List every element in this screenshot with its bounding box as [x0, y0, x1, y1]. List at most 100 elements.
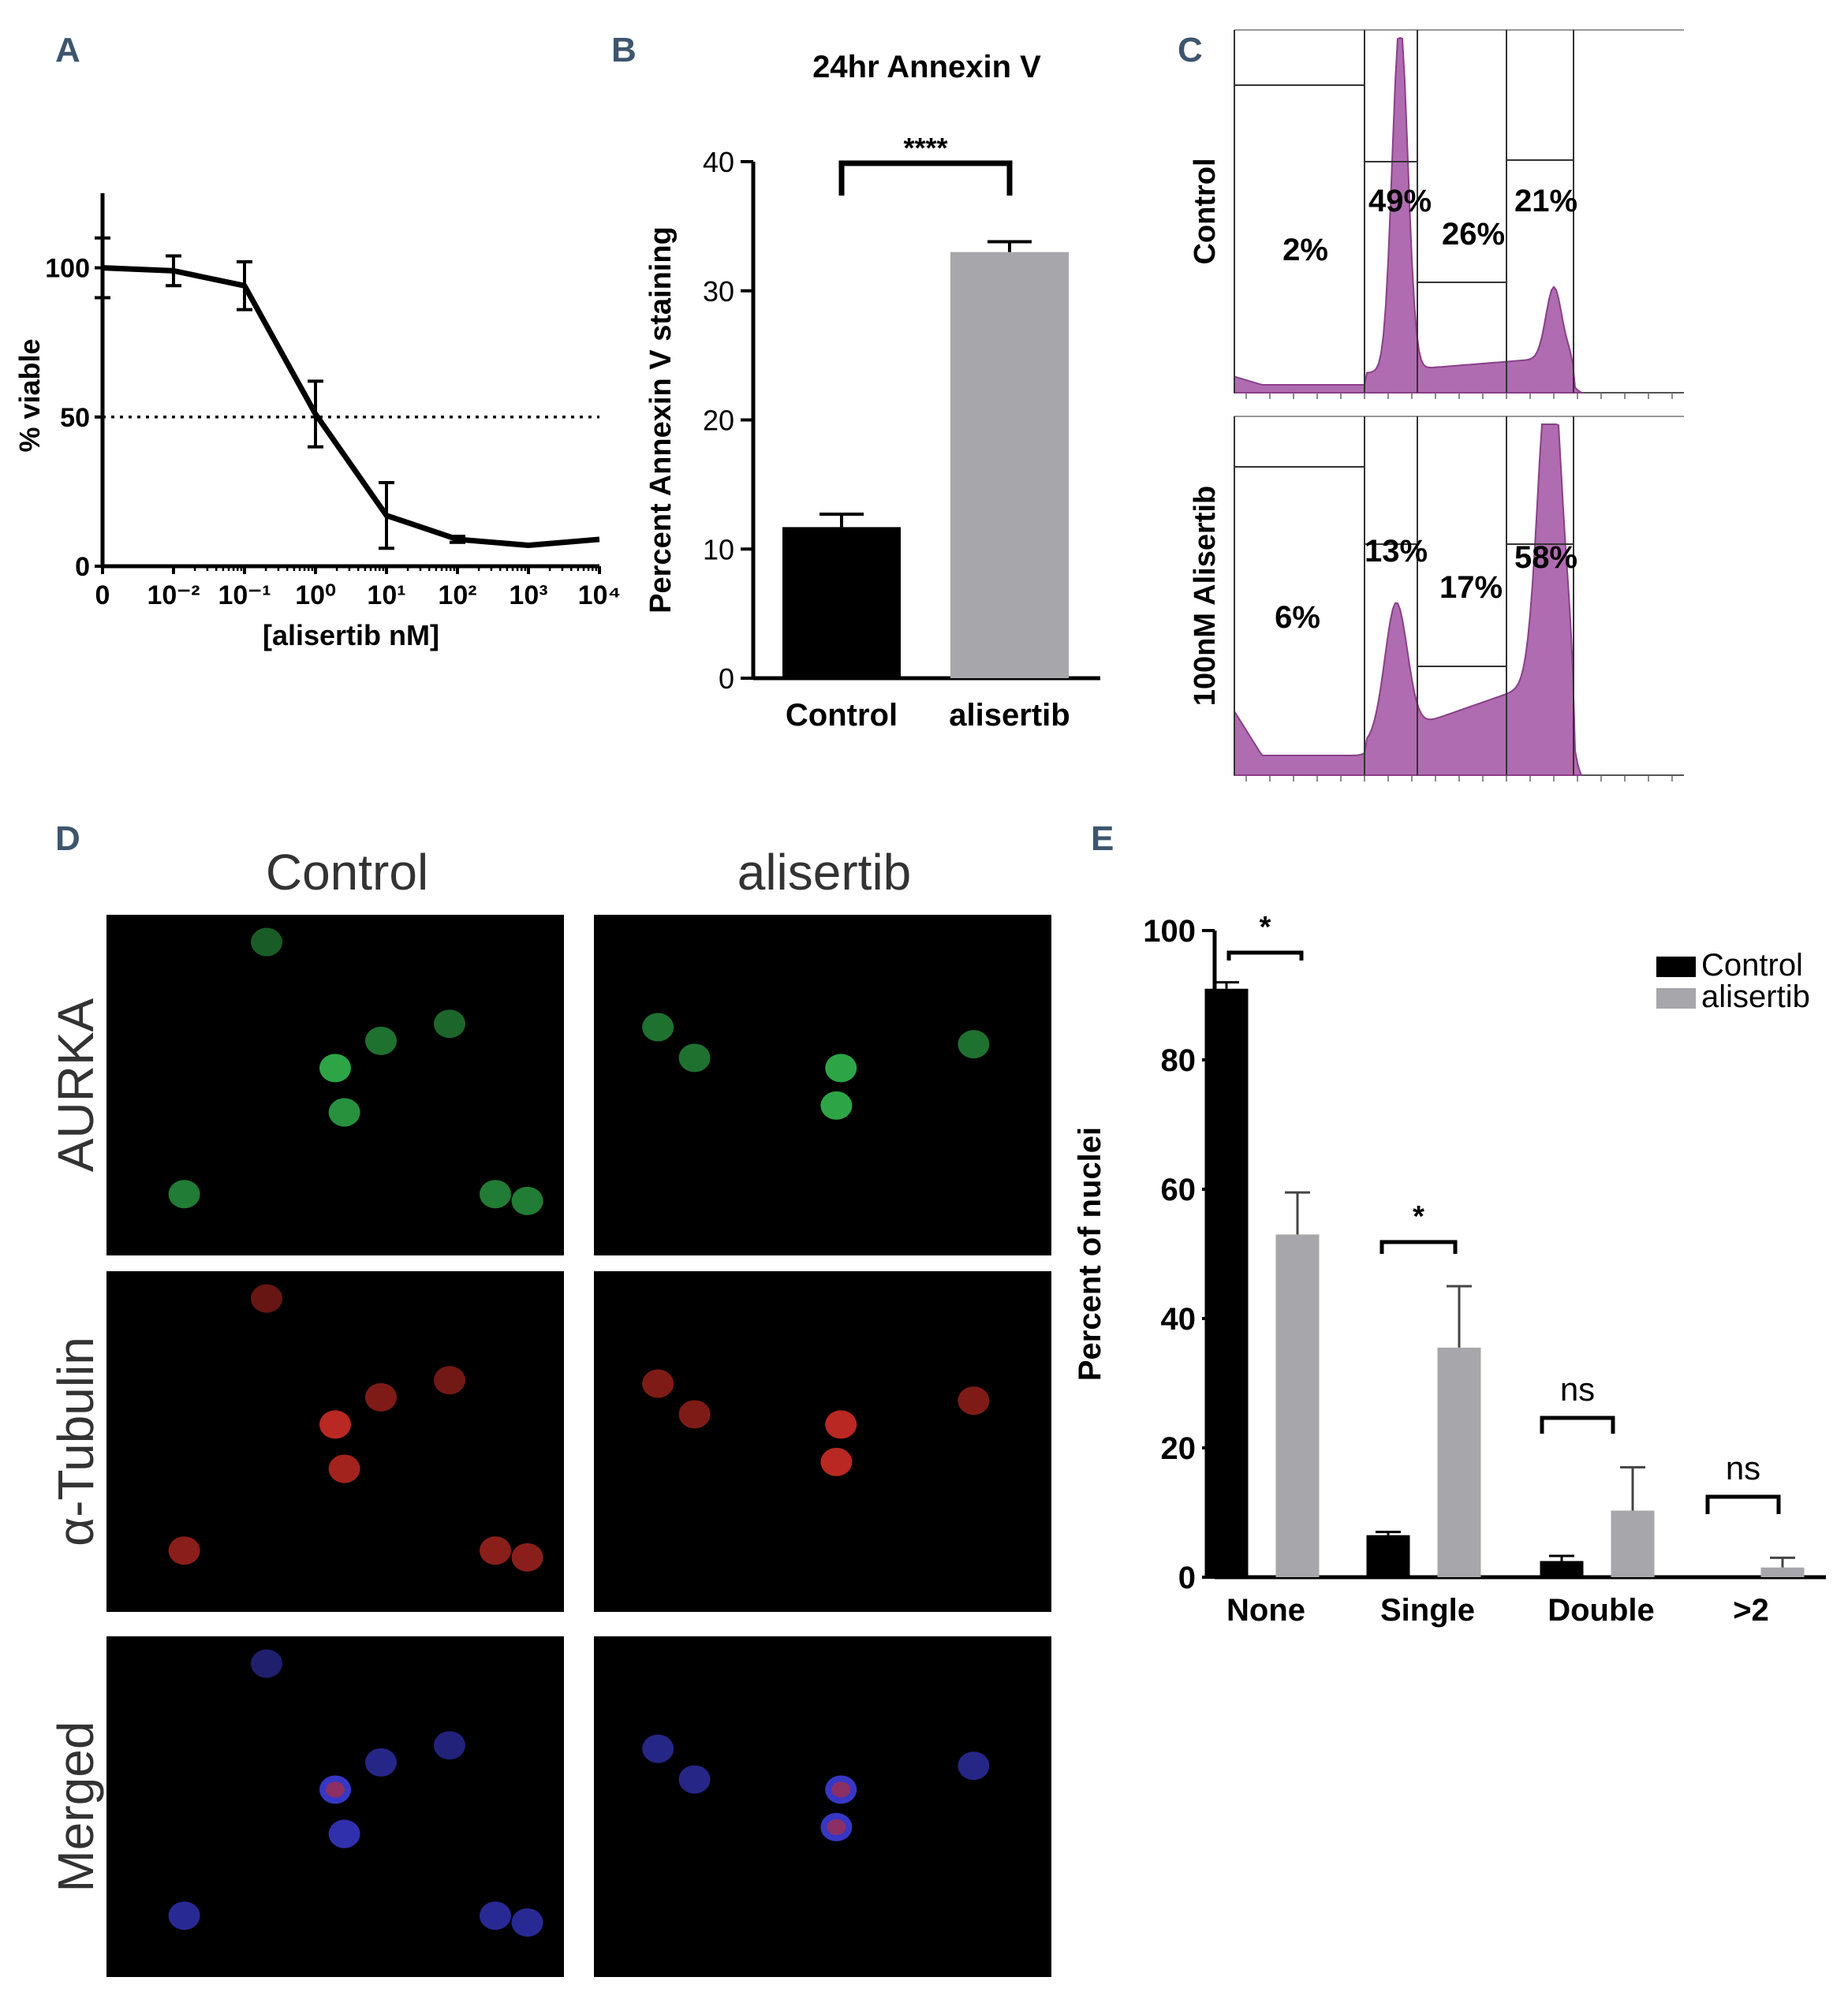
- significance-bracket: [1540, 1416, 1615, 1434]
- cell-overlay: [831, 1781, 851, 1798]
- y-axis-label: Percent Annexin V staining: [644, 226, 678, 614]
- panel-letter-b: B: [611, 31, 637, 69]
- x-tick-label: Double: [1547, 1593, 1655, 1628]
- panel-letter-a: A: [55, 31, 80, 69]
- y-tick-label: 40: [703, 146, 734, 178]
- y-tick-label: 80: [1161, 1043, 1197, 1078]
- cell: [319, 1410, 351, 1439]
- row-label-2: Merged: [47, 1722, 104, 1893]
- legend-swatch-alisertib: [1656, 988, 1696, 1009]
- row-label-0: AURKA: [47, 998, 104, 1172]
- y-tick-label: 10: [703, 533, 734, 565]
- gate-percent: 26%: [1442, 217, 1505, 252]
- significance-bracket: [1705, 1494, 1781, 1514]
- cell: [365, 1382, 397, 1412]
- bar-control-single: [1366, 1535, 1410, 1577]
- cell: [168, 1536, 200, 1565]
- gate-percent: 6%: [1275, 600, 1320, 635]
- x-tick-label: Single: [1380, 1593, 1475, 1628]
- significance-bracket: [1379, 1240, 1458, 1254]
- cell: [642, 1734, 674, 1763]
- y-tick-label: 50: [60, 403, 90, 433]
- cell: [958, 1030, 990, 1059]
- micrograph-alisertib-2: [594, 1636, 1051, 1977]
- micrograph-alisertib-1: [594, 1271, 1051, 1612]
- cell: [365, 1026, 397, 1055]
- gate-percent: 49%: [1368, 184, 1432, 218]
- cell-overlay: [326, 1781, 345, 1798]
- bar-alisertib: [950, 252, 1069, 678]
- x-tick-label: Control: [786, 698, 898, 733]
- bar-control-none: [1204, 988, 1249, 1577]
- x-tick-label: 0: [95, 580, 110, 610]
- cell: [511, 1542, 543, 1572]
- significance-label: *: [1413, 1200, 1424, 1233]
- cell: [328, 1098, 360, 1127]
- y-tick-label: 40: [1161, 1302, 1197, 1337]
- histogram-alisertib: [1234, 423, 1583, 776]
- viability-line: [102, 265, 600, 549]
- cell: [642, 1369, 674, 1398]
- y-axis-label: % viable: [13, 338, 46, 452]
- x-tick-label: 10¹: [367, 580, 405, 610]
- y-tick-label: 0: [75, 552, 90, 582]
- x-tick-label: 10⁻²: [147, 580, 200, 610]
- x-tick-label: 10³: [509, 580, 547, 610]
- cell-overlay: [827, 1819, 846, 1835]
- panel-letter-d: D: [55, 819, 80, 858]
- panel-letter-c: C: [1178, 31, 1203, 69]
- panel-letter-e: E: [1091, 819, 1114, 858]
- panel-d-micrographs: Control alisertib AURKA α-Tubulin Merged: [47, 844, 1051, 1977]
- y-tick-label: 100: [45, 254, 90, 284]
- cell: [958, 1751, 990, 1781]
- y-axis-label: Percent of nuclei: [1073, 1127, 1107, 1381]
- x-tick-label: 10⁻¹: [218, 580, 271, 610]
- cell: [511, 1186, 543, 1215]
- cell: [328, 1819, 360, 1848]
- cell: [820, 1091, 853, 1120]
- bar-alisertib-double: [1611, 1510, 1655, 1577]
- cell: [434, 1366, 465, 1395]
- significance-label: *: [1260, 911, 1271, 944]
- cell: [642, 1013, 674, 1042]
- y-tick-label: 20: [1161, 1431, 1197, 1466]
- cell: [434, 1009, 465, 1039]
- cell: [825, 1054, 857, 1083]
- cell: [678, 1043, 711, 1072]
- row-label: 100nM Alisertib: [1189, 486, 1222, 706]
- cell: [319, 1054, 351, 1083]
- cell: [251, 1284, 282, 1313]
- cell: [825, 1410, 857, 1439]
- gate-percent: 2%: [1282, 233, 1328, 267]
- cell: [958, 1386, 990, 1416]
- y-tick-label: 60: [1161, 1173, 1197, 1207]
- cell: [820, 1447, 853, 1476]
- column-header-1: alisertib: [737, 844, 912, 901]
- cell: [365, 1748, 397, 1777]
- micrograph-alisertib-0: [594, 915, 1051, 1255]
- cell: [251, 1649, 282, 1678]
- cell: [251, 927, 282, 957]
- chart-title: 24hr Annexin V: [812, 50, 1041, 84]
- panel-b-chart: 24hr Annexin V 0 10 20 30 40 Percent Annexin V…: [644, 50, 1100, 733]
- bar-alisertib-none: [1275, 1234, 1320, 1577]
- legend-swatch-control: [1656, 957, 1696, 977]
- cell: [328, 1454, 360, 1483]
- x-tick-label: >2: [1733, 1593, 1769, 1628]
- x-axis-label: [alisertib nM]: [263, 619, 439, 651]
- x-tick-label: 10⁰: [295, 580, 335, 610]
- row-label-1: α-Tubulin: [47, 1337, 104, 1546]
- legend-label-alisertib: alisertib: [1701, 979, 1810, 1014]
- significance-bracket: [1226, 950, 1304, 961]
- cell: [434, 1731, 465, 1760]
- cell: [168, 1901, 200, 1930]
- y-tick-label: 30: [703, 275, 734, 308]
- significance-label: ****: [903, 132, 947, 164]
- cell: [678, 1400, 711, 1429]
- gate-percent: 58%: [1514, 540, 1577, 575]
- y-tick-label: 0: [1178, 1561, 1196, 1595]
- y-tick-label: 20: [703, 405, 734, 437]
- y-tick-label: 100: [1143, 914, 1196, 949]
- cell: [480, 1536, 511, 1565]
- panel-c-histograms: 2% 49% 26% 21% Control 6% 13% 17% 58% 100nM Alise…: [1189, 29, 1684, 782]
